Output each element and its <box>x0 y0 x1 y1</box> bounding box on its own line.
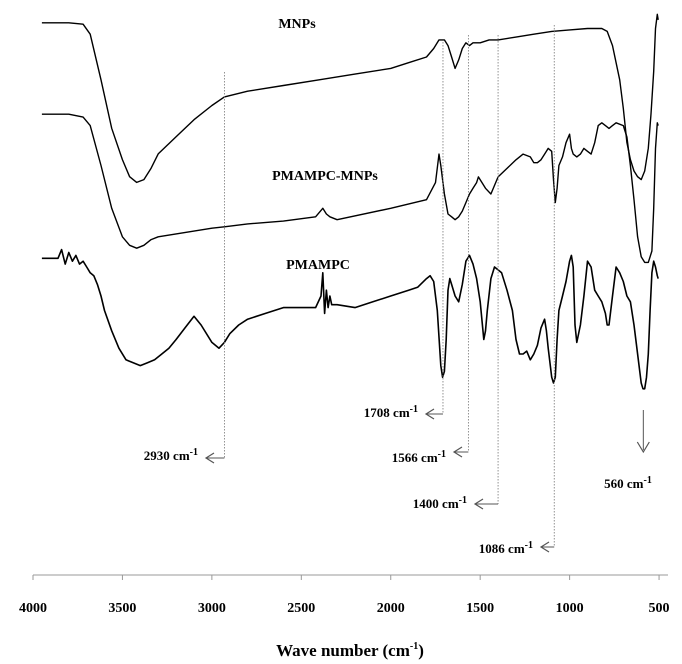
arrow-1400-head <box>473 498 484 510</box>
x-tick-label-1500: 1500 <box>466 601 494 616</box>
label-layer: MNPs PMAMPC-MNPs PMAMPC <box>272 17 378 273</box>
series-line-pmampc-mnps <box>41 113 659 264</box>
x-tick-label-3500: 3500 <box>108 601 136 616</box>
annotation-label-1708: 1708 cm-1 <box>364 404 418 420</box>
x-axis: 4000 3500 3000 2500 2000 1500 1000 500 Wave numb… <box>19 574 670 660</box>
x-tick-label-2000: 2000 <box>377 601 405 616</box>
series-layer <box>41 13 659 390</box>
x-tick-label-3000: 3000 <box>198 601 226 616</box>
x-tick-label-4000: 4000 <box>19 601 47 616</box>
arrow-1086-head <box>539 541 550 553</box>
series-line-pmampc <box>41 248 659 390</box>
arrow-560-head <box>636 441 650 454</box>
annotation-label-1566: 1566 cm-1 <box>392 449 446 465</box>
series-label-pmampc-mnps: PMAMPC-MNPs <box>272 169 378 184</box>
arrow-1708-head <box>424 408 435 420</box>
series-label-mnps: MNPs <box>278 17 316 32</box>
series-line-mnps <box>41 13 659 184</box>
annotation-label-2930: 2930 cm-1 <box>144 447 198 463</box>
x-axis-title: Wave number (cm-1) <box>276 641 424 660</box>
arrow-2930-head <box>204 452 215 464</box>
arrow-1566-head <box>452 446 463 458</box>
annotation-label-560: 560 cm-1 <box>604 475 652 491</box>
x-tick-label-2500: 2500 <box>287 601 315 616</box>
series-label-pmampc: PMAMPC <box>286 258 350 273</box>
guide-layer: 2930 cm-1 1708 cm-1 1566 cm-1 1400 cm-1 1086… <box>144 25 652 556</box>
x-tick-label-1000: 1000 <box>556 601 584 616</box>
annotation-label-1400: 1400 cm-1 <box>413 495 467 511</box>
x-tick-label-500: 500 <box>649 601 670 616</box>
annotation-label-1086: 1086 cm-1 <box>479 540 533 556</box>
